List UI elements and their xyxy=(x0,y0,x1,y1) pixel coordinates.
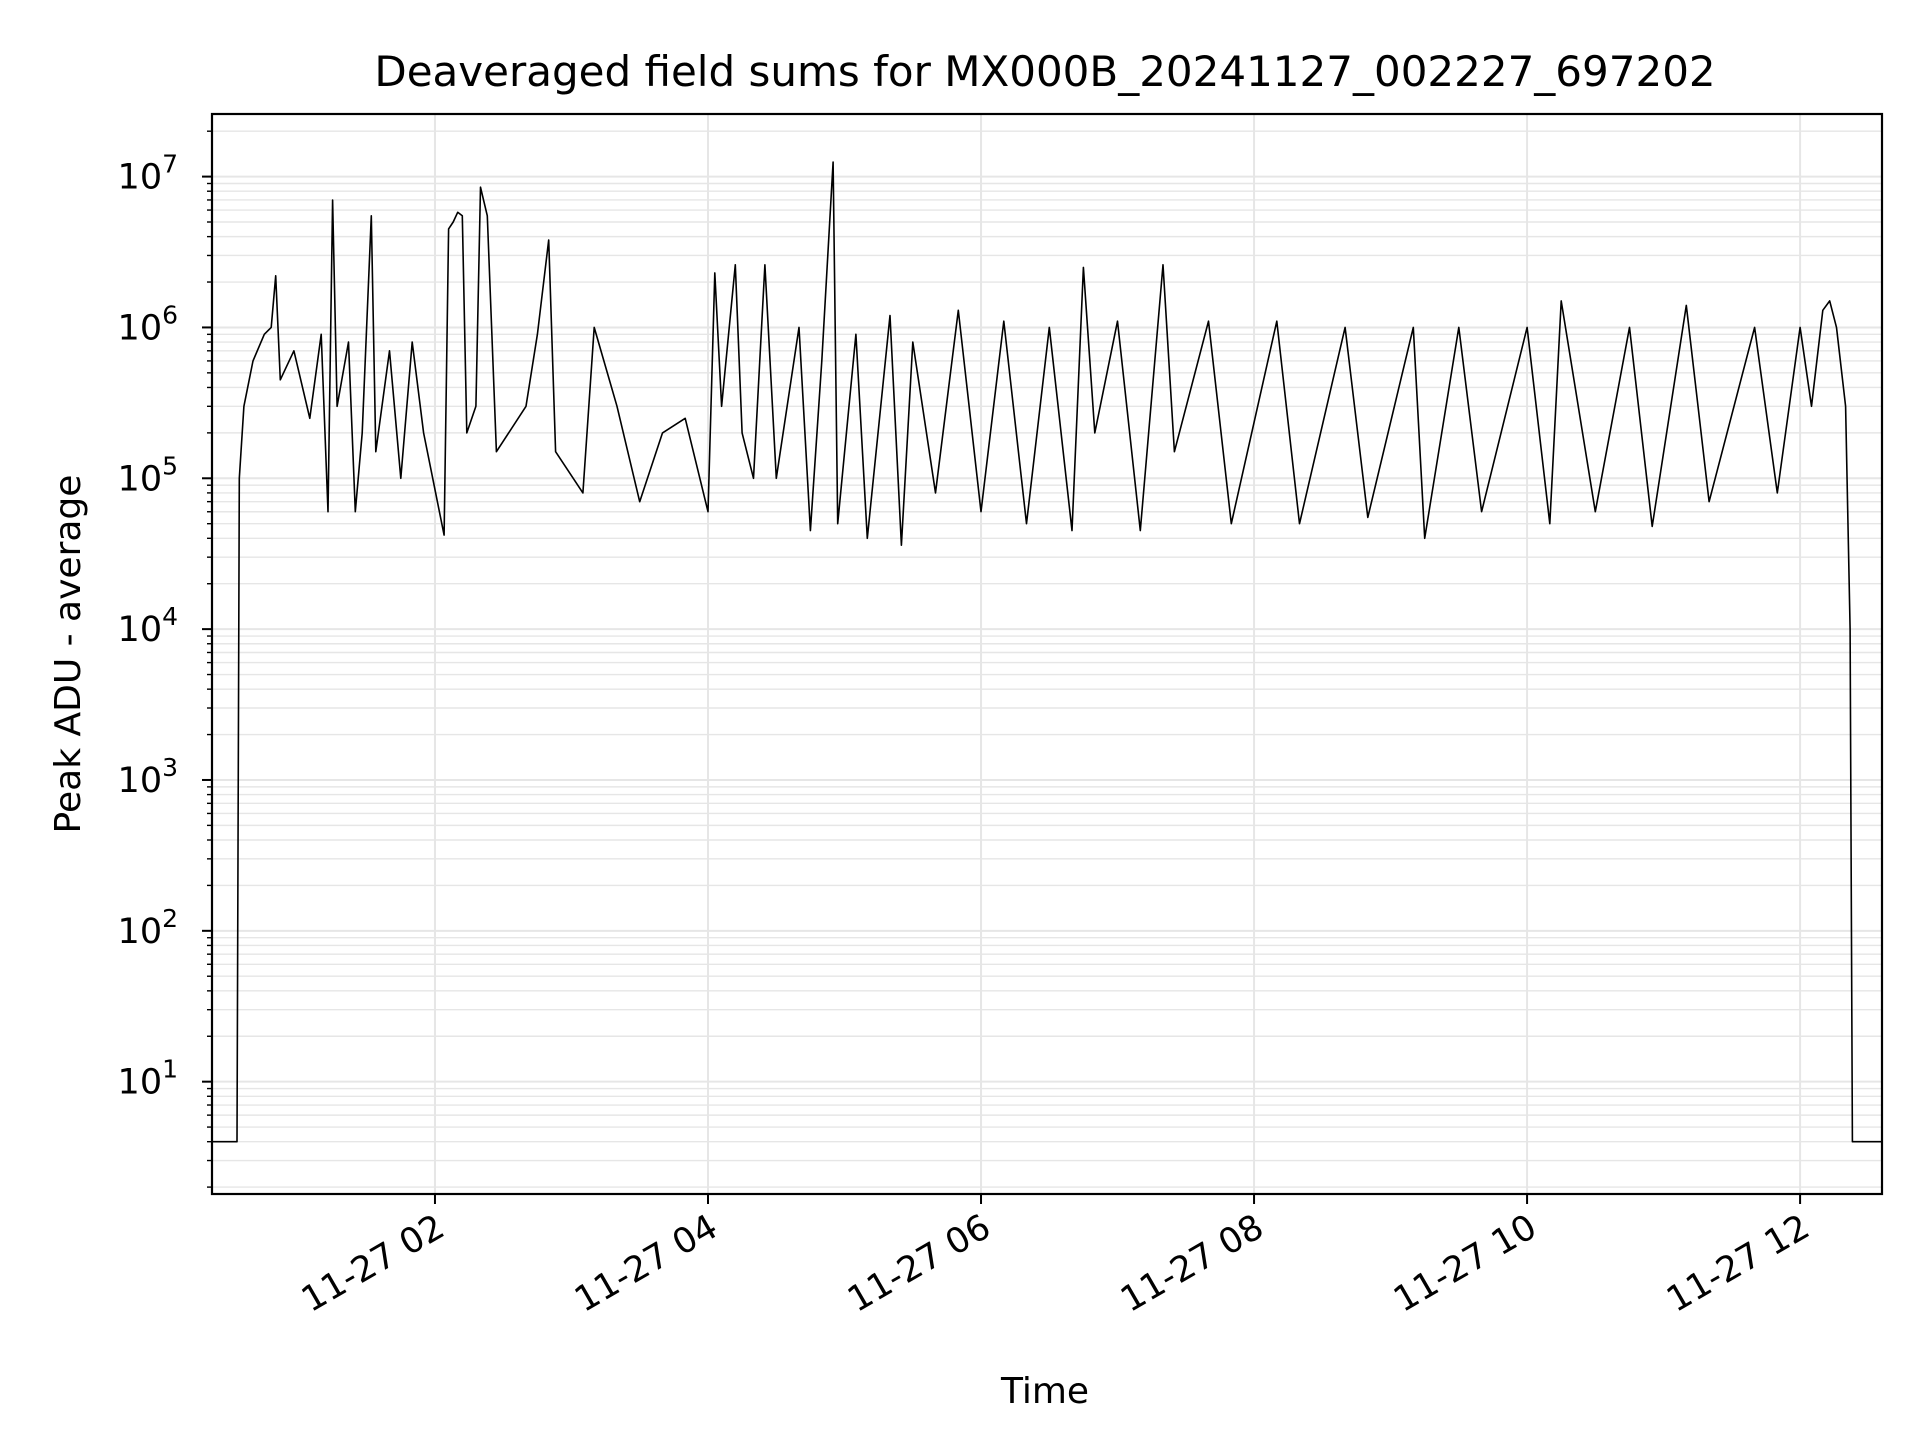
y-tick-base: 10 xyxy=(118,459,163,499)
y-tick-base: 10 xyxy=(118,610,163,650)
y-tick-exponent: 5 xyxy=(162,451,178,480)
y-tick-label: 101 xyxy=(118,1055,178,1103)
y-tick-exponent: 6 xyxy=(162,300,178,329)
y-tick-label: 107 xyxy=(118,150,178,198)
y-tick-base: 10 xyxy=(118,158,163,198)
y-axis-label: Peak ADU - average xyxy=(48,475,89,834)
series-line xyxy=(212,161,1882,1143)
y-tick-label: 106 xyxy=(118,300,178,348)
y-tick-exponent: 7 xyxy=(162,150,178,179)
y-tick-base: 10 xyxy=(118,761,163,801)
y-tick-exponent: 3 xyxy=(162,753,178,782)
grid xyxy=(212,114,1882,1194)
y-tick-base: 10 xyxy=(118,1063,163,1103)
y-tick-base: 10 xyxy=(118,912,163,952)
y-tick-label: 104 xyxy=(118,602,178,650)
y-tick-exponent: 4 xyxy=(162,602,178,631)
y-tick-label: 105 xyxy=(118,451,178,499)
chart-title: Deaveraged field sums for MX000B_2024112… xyxy=(374,47,1715,96)
plot-frame xyxy=(210,112,1884,1196)
y-tick-label: 103 xyxy=(118,753,178,801)
y-tick-label: 102 xyxy=(118,904,178,952)
y-tick-base: 10 xyxy=(118,308,163,348)
y-tick-exponent: 2 xyxy=(162,904,178,933)
x-axis-label: Time xyxy=(1000,1371,1089,1412)
series-group xyxy=(212,161,1882,1143)
y-tick-exponent: 1 xyxy=(162,1055,178,1084)
